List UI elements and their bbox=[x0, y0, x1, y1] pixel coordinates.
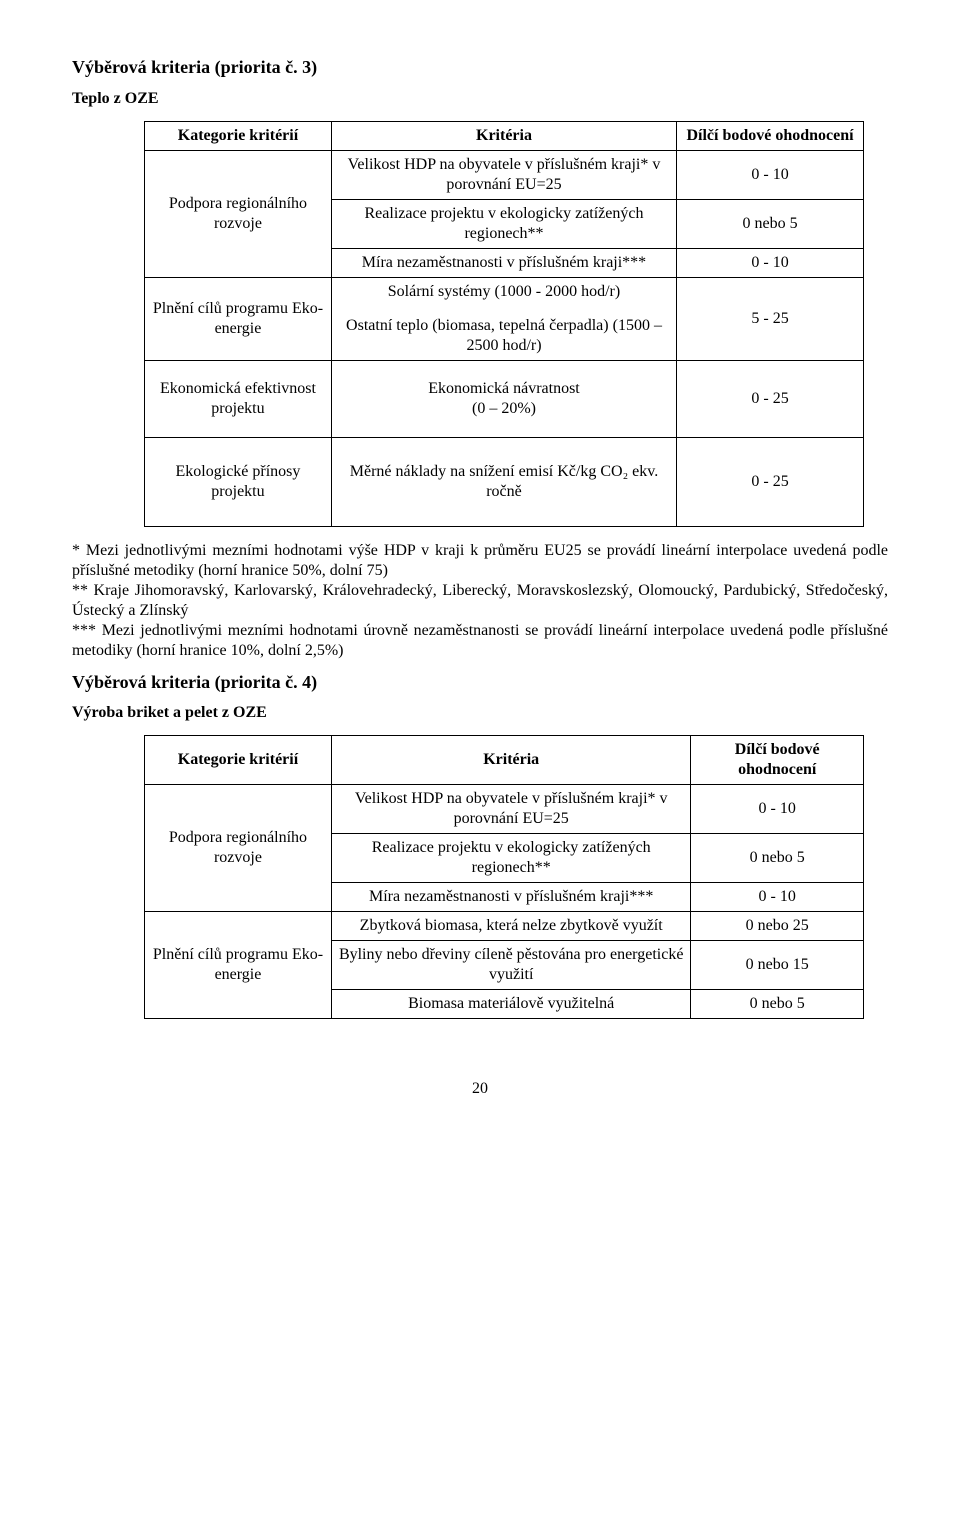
table1-wrapper: Kategorie kritérií Kritéria Dílčí bodové… bbox=[144, 121, 864, 527]
score-cell: 0 - 10 bbox=[677, 248, 864, 277]
subheading-briket: Výroba briket a pelet z OZE bbox=[72, 703, 888, 723]
criteria-cell: Měrné náklady na snížení emisí Kč/kg CO₂… bbox=[331, 437, 676, 526]
table-row: Podpora regionálního rozvoje Velikost HD… bbox=[145, 150, 864, 199]
category-cell: Ekonomická efektivnost projektu bbox=[145, 360, 332, 437]
score-cell: 0 - 10 bbox=[691, 785, 864, 834]
subheading-teplo: Teplo z OZE bbox=[72, 89, 888, 109]
col-header-criteria: Kritéria bbox=[331, 121, 676, 150]
criteria-table-1: Kategorie kritérií Kritéria Dílčí bodové… bbox=[144, 121, 864, 527]
criteria-cell: Solární systémy (1000 - 2000 hod/r) bbox=[331, 277, 676, 312]
score-cell: 0 nebo 15 bbox=[691, 941, 864, 990]
col-header-score: Dílčí bodové ohodnocení bbox=[677, 121, 864, 150]
score-cell: 0 nebo 5 bbox=[691, 834, 864, 883]
score-cell: 0 nebo 5 bbox=[677, 199, 864, 248]
category-cell: Ekologické přínosy projektu bbox=[145, 437, 332, 526]
criteria-cell: Velikost HDP na obyvatele v příslušném k… bbox=[331, 150, 676, 199]
heading-priority-3: Výběrová kriteria (priorita č. 3) bbox=[72, 56, 888, 79]
score-cell: 5 - 25 bbox=[677, 277, 864, 360]
col-header-category: Kategorie kritérií bbox=[145, 121, 332, 150]
category-cell: Podpora regionálního rozvoje bbox=[145, 150, 332, 277]
criteria-cell: Byliny nebo dřeviny cíleně pěstována pro… bbox=[331, 941, 691, 990]
table-row: Plnění cílů programu Eko-energie Solární… bbox=[145, 277, 864, 312]
criteria-cell: Zbytková biomasa, která nelze zbytkově v… bbox=[331, 912, 691, 941]
heading-priority-4: Výběrová kriteria (priorita č. 4) bbox=[72, 671, 888, 694]
table-row: Plnění cílů programu Eko-energie Zbytkov… bbox=[145, 912, 864, 941]
footnotes-block: * Mezi jednotlivými mezními hodnotami vý… bbox=[72, 541, 888, 661]
score-cell: 0 nebo 25 bbox=[691, 912, 864, 941]
category-cell: Podpora regionálního rozvoje bbox=[145, 785, 332, 912]
criteria-cell: Ekonomická návratnost (0 – 20%) bbox=[331, 360, 676, 437]
score-cell: 0 nebo 5 bbox=[691, 990, 864, 1019]
criteria-cell: Realizace projektu v ekologicky zatížený… bbox=[331, 199, 676, 248]
criteria-cell: Míra nezaměstnanosti v příslušném kraji*… bbox=[331, 883, 691, 912]
criteria-cell: Realizace projektu v ekologicky zatížený… bbox=[331, 834, 691, 883]
criteria-cell: Velikost HDP na obyvatele v příslušném k… bbox=[331, 785, 691, 834]
table-row: Kategorie kritérií Kritéria Dílčí bodové… bbox=[145, 121, 864, 150]
table-row: Ekonomická efektivnost projektu Ekonomic… bbox=[145, 360, 864, 437]
table2-wrapper: Kategorie kritérií Kritéria Dílčí bodové… bbox=[144, 735, 864, 1019]
category-cell: Plnění cílů programu Eko-energie bbox=[145, 277, 332, 360]
score-cell: 0 - 25 bbox=[677, 437, 864, 526]
criteria-cell: Míra nezaměstnanosti v příslušném kraji*… bbox=[331, 248, 676, 277]
col-header-criteria: Kritéria bbox=[331, 736, 691, 785]
table-row: Podpora regionálního rozvoje Velikost HD… bbox=[145, 785, 864, 834]
criteria-cell: Ostatní teplo (biomasa, tepelná čerpadla… bbox=[331, 312, 676, 361]
table-row: Kategorie kritérií Kritéria Dílčí bodové… bbox=[145, 736, 864, 785]
table-row: Ekologické přínosy projektu Měrné náklad… bbox=[145, 437, 864, 526]
criteria-cell: Biomasa materiálově využitelná bbox=[331, 990, 691, 1019]
score-cell: 0 - 10 bbox=[691, 883, 864, 912]
col-header-category: Kategorie kritérií bbox=[145, 736, 332, 785]
page-number: 20 bbox=[72, 1079, 888, 1099]
criteria-table-2: Kategorie kritérií Kritéria Dílčí bodové… bbox=[144, 735, 864, 1019]
col-header-score: Dílčí bodové ohodnocení bbox=[691, 736, 864, 785]
score-cell: 0 - 10 bbox=[677, 150, 864, 199]
category-cell: Plnění cílů programu Eko-energie bbox=[145, 912, 332, 1019]
score-cell: 0 - 25 bbox=[677, 360, 864, 437]
